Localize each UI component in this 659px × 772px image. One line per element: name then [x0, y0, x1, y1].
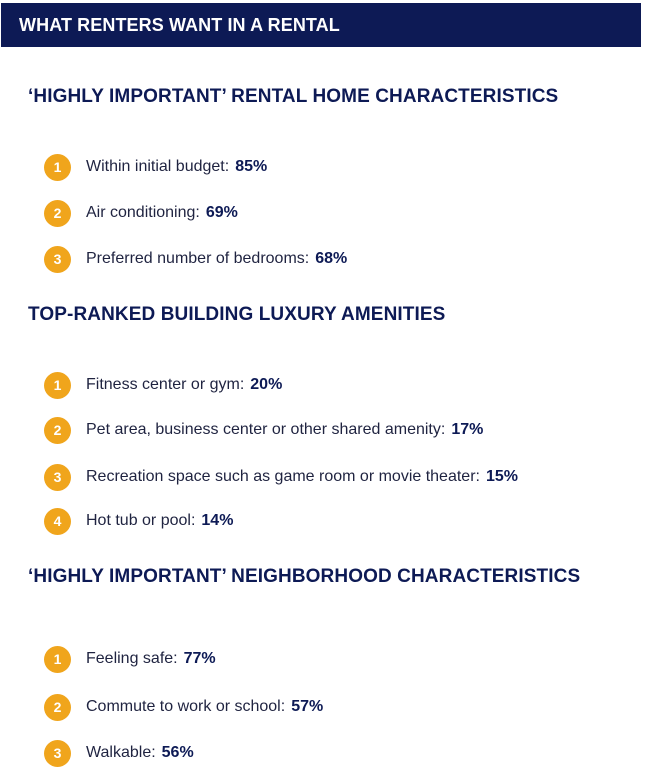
section-heading: ‘HIGHLY IMPORTANT’ RENTAL HOME CHARACTER… — [28, 86, 559, 107]
item-value: 14% — [201, 512, 234, 529]
rank-badge: 2 — [44, 693, 71, 721]
list-item: 2 Commute to work or school: 57% — [44, 692, 323, 722]
rank-badge: 4 — [44, 507, 71, 535]
item-value: 77% — [183, 650, 216, 667]
section-neighborhood-characteristics: ‘HIGHLY IMPORTANT’ NEIGHBORHOOD CHARACTE… — [28, 566, 659, 767]
rank-badge: 3 — [44, 739, 71, 767]
rank-badge: 3 — [44, 245, 71, 273]
item-value: 15% — [485, 468, 518, 485]
list-item: 2 Air conditioning: 69% — [44, 198, 238, 228]
rank-badge: 1 — [44, 645, 71, 673]
item-label: Preferred number of bedrooms: — [86, 250, 310, 267]
rank-badge: 2 — [44, 199, 71, 227]
item-value: 68% — [315, 250, 348, 267]
item-label: Recreation space such as game room or mo… — [86, 468, 480, 485]
item-value: 56% — [161, 744, 194, 761]
list-item: 3 Recreation space such as game room or … — [44, 462, 518, 492]
item-value: 57% — [291, 698, 324, 715]
item-value: 17% — [451, 421, 484, 438]
list-item: 4 Hot tub or pool: 14% — [44, 506, 233, 536]
list-item: 1 Fitness center or gym: 20% — [44, 370, 282, 400]
section-heading: TOP-RANKED BUILDING LUXURY AMENITIES — [28, 304, 446, 325]
item-label: Within initial budget: — [86, 158, 230, 175]
rank-badge: 1 — [44, 153, 71, 181]
item-label: Walkable: — [86, 744, 156, 761]
page-title: WHAT RENTERS WANT IN A RENTAL — [19, 14, 340, 35]
rank-badge: 1 — [44, 371, 71, 399]
list-item: 1 Feeling safe: 77% — [44, 644, 216, 674]
list-item: 3 Preferred number of bedrooms: 68% — [44, 244, 347, 274]
rank-badge: 2 — [44, 416, 71, 444]
item-value: 85% — [235, 158, 268, 175]
item-value: 69% — [205, 204, 238, 221]
item-label: Hot tub or pool: — [86, 512, 196, 529]
list-item: 2 Pet area, business center or other sha… — [44, 415, 483, 445]
list-item: 3 Walkable: 56% — [44, 738, 194, 768]
title-banner: WHAT RENTERS WANT IN A RENTAL — [1, 3, 641, 47]
list-item: 1 Within initial budget: 85% — [44, 152, 267, 182]
item-value: 20% — [250, 376, 283, 393]
rank-badge: 3 — [44, 463, 71, 491]
item-label: Fitness center or gym: — [86, 376, 245, 393]
item-label: Commute to work or school: — [86, 698, 286, 715]
item-label: Air conditioning: — [86, 204, 200, 221]
section-heading: ‘HIGHLY IMPORTANT’ NEIGHBORHOOD CHARACTE… — [28, 566, 581, 587]
item-label: Pet area, business center or other share… — [86, 421, 446, 438]
section-building-luxury-amenities: TOP-RANKED BUILDING LUXURY AMENITIES 1 F… — [28, 304, 659, 535]
item-label: Feeling safe: — [86, 650, 178, 667]
section-rental-home-characteristics: ‘HIGHLY IMPORTANT’ RENTAL HOME CHARACTER… — [28, 86, 659, 273]
